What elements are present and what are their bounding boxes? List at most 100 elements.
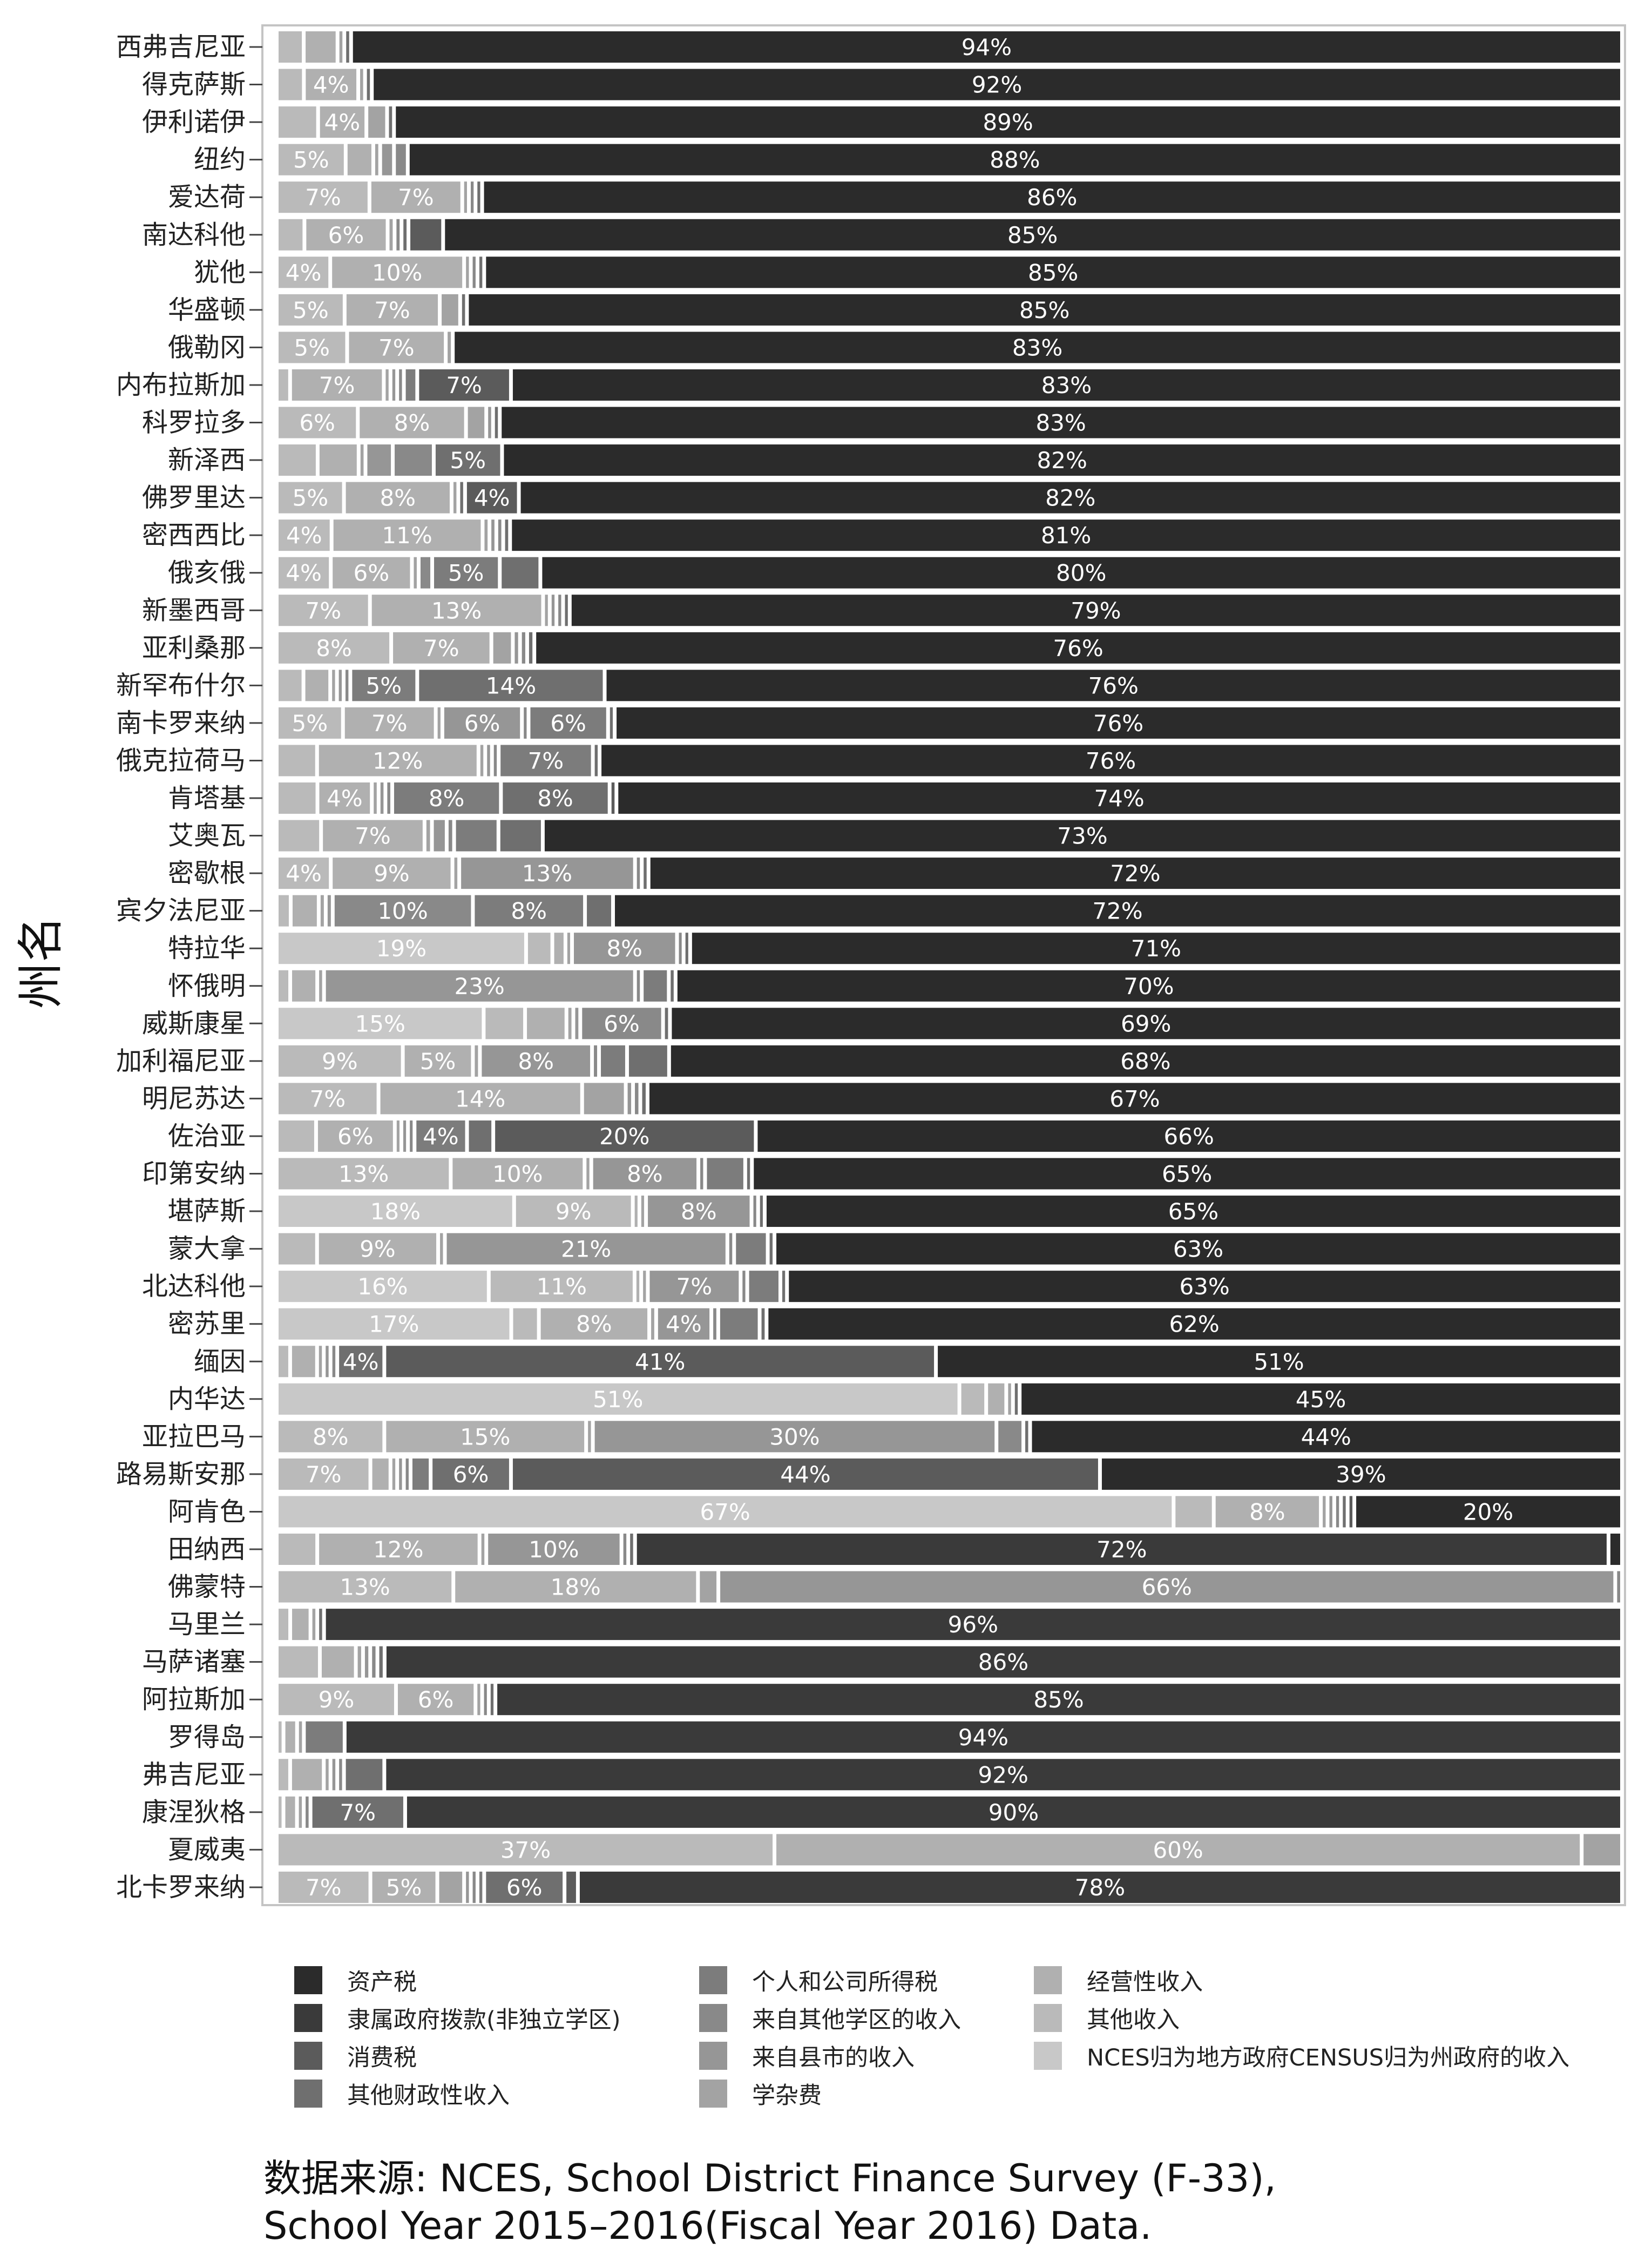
bar-data-label: 70% <box>1123 973 1174 1000</box>
bar-segment <box>760 1196 763 1227</box>
bar-segment <box>524 707 527 739</box>
y-tick-label: 新罕布什尔 <box>116 670 246 700</box>
bar-segment <box>326 970 633 1002</box>
bar-segment <box>279 332 346 363</box>
bar-data-label: 6% <box>418 1686 454 1713</box>
bar-segment <box>769 1233 773 1265</box>
bar-segment <box>279 256 329 288</box>
bar-data-label: 7% <box>309 1085 346 1112</box>
bar-segment <box>375 144 378 176</box>
y-tick-label: 肯塔基 <box>168 783 246 813</box>
bar-data-label: 6% <box>550 710 586 737</box>
y-tick-label: 特拉华 <box>168 933 246 963</box>
bar-segment <box>1008 1383 1011 1415</box>
bar-segment <box>593 1158 697 1190</box>
bar-data-label: 85% <box>1019 297 1069 323</box>
bar-segment <box>326 1609 1621 1641</box>
bar-data-label: 60% <box>1153 1837 1203 1863</box>
bar-segment <box>512 1458 1098 1490</box>
bar-segment <box>312 1796 403 1828</box>
bar-segment <box>353 31 1620 63</box>
bar-segment <box>520 482 1620 514</box>
bar-segment <box>374 69 1620 100</box>
bar-data-label: 5% <box>294 334 330 361</box>
bar-data-label: 4% <box>423 1123 459 1150</box>
y-tick-label: 南卡罗来纳 <box>116 708 246 738</box>
bar-segment <box>379 1646 383 1678</box>
bar-segment <box>500 745 591 777</box>
y-tick-label: 亚利桑那 <box>142 633 246 663</box>
bar-segment <box>339 31 343 63</box>
bar-segment <box>477 1684 480 1716</box>
bar-data-label: 8% <box>518 1048 554 1075</box>
bar-segment <box>346 294 438 326</box>
bar-segment <box>460 482 463 514</box>
y-tick-label: 马萨诸塞 <box>142 1647 246 1677</box>
bar-segment <box>345 670 349 701</box>
bar-data-label: 82% <box>1045 485 1095 511</box>
bar-segment <box>672 1008 1620 1040</box>
bar-segment <box>594 745 598 777</box>
bar-data-label: 6% <box>299 410 335 436</box>
bar-data-label: 63% <box>1173 1236 1223 1263</box>
bar-segment <box>1175 1496 1212 1528</box>
bar-segment <box>757 1120 1620 1152</box>
bar-segment <box>1610 1534 1620 1565</box>
bar-segment <box>754 1158 1620 1190</box>
bar-segment <box>279 595 368 626</box>
bar-segment <box>405 1458 409 1490</box>
bar-segment <box>292 1759 322 1791</box>
legend-swatch <box>294 2004 322 2032</box>
bar-segment <box>279 219 303 251</box>
bar-segment <box>279 1796 282 1828</box>
bar-data-label: 92% <box>972 72 1022 98</box>
bar-segment <box>448 332 451 363</box>
bar-segment <box>679 933 682 964</box>
y-tick-label: 俄勒冈 <box>168 332 246 362</box>
bar-segment <box>486 256 1620 288</box>
bar-data-label: 8% <box>394 410 430 436</box>
bar-segment <box>487 745 490 777</box>
bar-data-label: 7% <box>340 1799 376 1826</box>
bar-segment <box>500 820 541 852</box>
bar-segment <box>419 670 603 701</box>
bar-segment <box>346 482 450 514</box>
bar-segment <box>530 707 606 739</box>
bar-segment <box>456 820 497 852</box>
bar-segment <box>285 1796 295 1828</box>
bar-data-label: 8% <box>576 1311 612 1338</box>
bar-segment <box>279 1496 1172 1528</box>
bar-segment <box>1329 1496 1332 1528</box>
y-tick-label: 密歇根 <box>168 858 246 888</box>
bar-segment <box>448 820 452 852</box>
bar-segment <box>643 1271 646 1302</box>
bar-data-label: 96% <box>948 1611 998 1638</box>
y-tick-label: 怀俄明 <box>168 971 246 1001</box>
bar-segment <box>514 632 518 664</box>
legend-item: 其他收入 <box>1034 2001 1180 2035</box>
bar-segment <box>279 745 315 777</box>
bar-segment <box>279 858 329 889</box>
bar-segment <box>586 1158 590 1190</box>
bar-segment <box>495 407 498 438</box>
bar-segment <box>484 181 1620 213</box>
y-tick-label: 明尼苏达 <box>142 1083 246 1113</box>
legend-swatch <box>699 2042 727 2070</box>
bar-data-label: 72% <box>1096 1536 1147 1563</box>
bar-segment <box>700 1571 717 1603</box>
bar-segment <box>327 895 331 927</box>
bar-segment <box>440 1233 443 1265</box>
legend-swatch <box>699 2004 727 2032</box>
bar-segment <box>279 820 320 852</box>
bar-segment <box>529 632 533 664</box>
bar-data-label: 20% <box>599 1123 649 1150</box>
bar-segment <box>306 69 357 100</box>
bar-data-label: 39% <box>1336 1461 1386 1488</box>
bar-segment <box>720 1308 758 1340</box>
bar-segment <box>319 1233 437 1265</box>
legend-swatch <box>294 1966 322 1994</box>
bar-data-label: 79% <box>1071 597 1121 624</box>
bar-segment <box>332 1346 336 1378</box>
bar-segment <box>279 895 289 927</box>
legend: 资产税 隶属政府拨款(非独立学区) 消费税 其他财政性收入 个人和公司所得税 来自其他学区… <box>294 1963 1644 2125</box>
